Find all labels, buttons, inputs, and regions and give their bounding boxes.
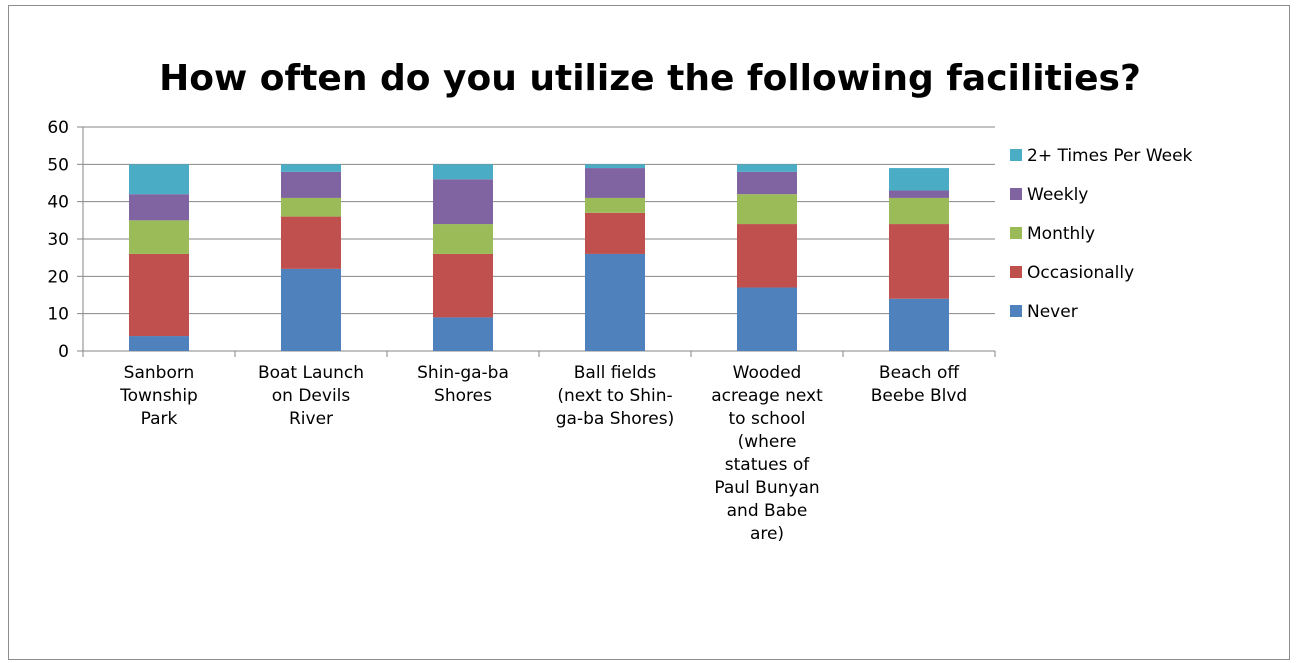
- bar-segment: [433, 179, 493, 225]
- bar-segment: [433, 164, 493, 180]
- stacked-bar-chart: How often do you utilize the following f…: [47, 58, 1193, 544]
- legend-swatch: [1010, 149, 1022, 161]
- axes: 0 10 20 30 40 50 60: [47, 118, 996, 362]
- x-category-label: Sanborn Township Park: [119, 363, 198, 429]
- bar-segment: [433, 224, 493, 254]
- y-tick-label: 0: [58, 342, 69, 362]
- bar-segment: [281, 171, 341, 198]
- legend-label: 2+ Times Per Week: [1027, 146, 1193, 166]
- legend-label: Monthly: [1027, 224, 1095, 244]
- legend: 2+ Times Per Week Weekly Monthly Occasional…: [1010, 146, 1193, 322]
- bar-segment: [281, 216, 341, 269]
- bar-segment: [129, 336, 189, 351]
- bar-segment: [737, 164, 797, 172]
- y-tick-label: 20: [47, 267, 69, 287]
- legend-item: Never: [1010, 302, 1078, 322]
- bar-segment: [889, 298, 949, 351]
- bar-segment: [737, 224, 797, 288]
- bar-segment: [889, 224, 949, 299]
- bar-segment: [281, 164, 341, 172]
- legend-label: Never: [1027, 302, 1078, 322]
- legend-swatch: [1010, 227, 1022, 239]
- x-category-label: Boat Launch on Devils River: [258, 363, 364, 429]
- chart-frame: How often do you utilize the following f…: [8, 5, 1290, 660]
- bar-segment: [281, 268, 341, 351]
- bars: [129, 164, 949, 351]
- legend-item: Occasionally: [1010, 263, 1134, 283]
- y-tick-label: 50: [47, 155, 69, 175]
- category-labels: Sanborn Township Park Boat Launch on Devils R…: [119, 363, 967, 544]
- bar-segment: [433, 317, 493, 351]
- bar-segment: [737, 287, 797, 351]
- y-tick-label: 60: [47, 118, 69, 138]
- bar-segment: [889, 168, 949, 191]
- y-tick-label: 40: [47, 193, 69, 213]
- bar-segment: [737, 171, 797, 195]
- legend-swatch: [1010, 305, 1022, 317]
- bar-segment: [585, 197, 645, 213]
- x-category-label: Wooded acreage next to school (where statues…: [711, 363, 823, 544]
- x-category-label: Shin-ga-ba Shores: [417, 363, 509, 406]
- bar-segment: [433, 253, 493, 318]
- bar-segment: [129, 164, 189, 195]
- legend-item: Weekly: [1010, 185, 1088, 205]
- bar-segment: [129, 220, 189, 254]
- legend-label: Occasionally: [1027, 263, 1134, 283]
- gridlines: [83, 126, 995, 315]
- chart-title: How often do you utilize the following f…: [159, 58, 1141, 99]
- y-tick-label: 30: [47, 230, 69, 250]
- bar-segment: [889, 190, 949, 198]
- legend-item: 2+ Times Per Week: [1010, 146, 1193, 166]
- legend-swatch: [1010, 188, 1022, 200]
- bar-segment: [129, 194, 189, 221]
- bar-segment: [585, 212, 645, 254]
- bar-segment: [281, 197, 341, 217]
- legend-label: Weekly: [1027, 185, 1088, 205]
- x-category-label: Ball fields (next to Shin-ga-ba Shores): [556, 363, 675, 429]
- y-tick-label: 10: [47, 305, 69, 325]
- x-category-label: Beach off Beebe Blvd: [871, 363, 967, 406]
- bar-segment: [129, 253, 189, 337]
- bar-segment: [737, 194, 797, 225]
- bar-segment: [585, 168, 645, 198]
- bar-segment: [585, 253, 645, 351]
- legend-swatch: [1010, 266, 1022, 278]
- bar-segment: [585, 164, 645, 169]
- bar-segment: [889, 197, 949, 225]
- legend-item: Monthly: [1010, 224, 1095, 244]
